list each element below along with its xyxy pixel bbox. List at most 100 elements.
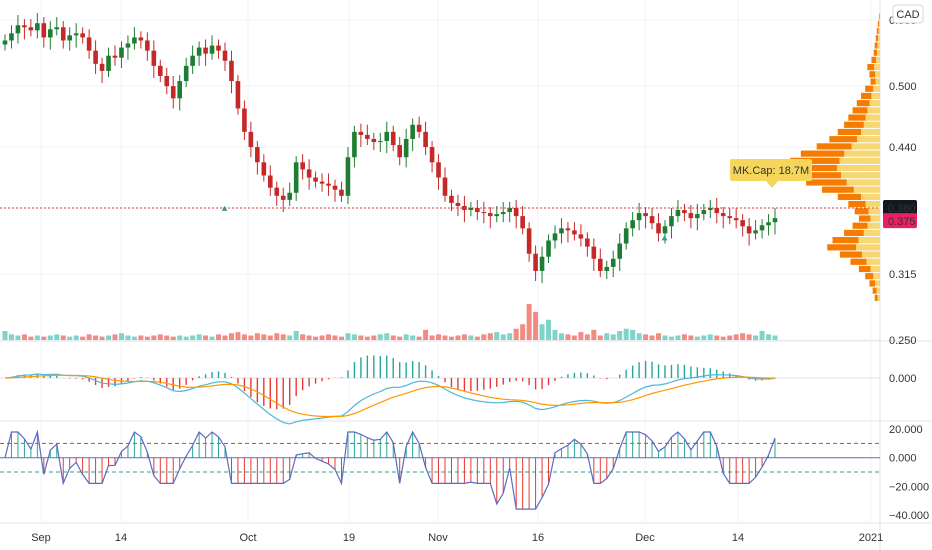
candle <box>500 212 506 215</box>
volume-profile-bar <box>875 78 880 85</box>
volume-bar <box>668 336 674 340</box>
candle <box>475 208 480 213</box>
volume-profile-bar <box>877 20 880 27</box>
candle <box>656 223 661 234</box>
volume-profile-bar <box>875 71 880 78</box>
candle <box>28 27 34 31</box>
volume-bar <box>675 335 681 340</box>
volume-bar <box>222 335 228 340</box>
currency-button[interactable] <box>892 4 924 24</box>
candle <box>41 23 47 38</box>
volume-bar <box>358 335 364 340</box>
volume-bar <box>254 333 260 340</box>
volume-bar <box>643 334 649 340</box>
volume-profile-bar <box>867 222 880 229</box>
market-cap-bubble[interactable] <box>730 159 812 181</box>
volume-bar <box>759 331 765 340</box>
candle <box>164 76 170 87</box>
candle <box>688 213 694 219</box>
candle <box>630 220 635 229</box>
candle <box>423 131 428 148</box>
volume-bar <box>571 335 577 340</box>
volume-bar <box>746 334 752 340</box>
volume-bar <box>338 336 344 340</box>
volume-profile-bar <box>852 222 868 229</box>
candle <box>190 55 195 66</box>
volume-bar <box>326 334 332 340</box>
candle <box>235 81 241 109</box>
volume-bar <box>306 335 312 340</box>
volume-bar <box>681 334 687 340</box>
volume-bar <box>591 329 597 340</box>
volume-bar <box>714 335 720 340</box>
price-tick-label: 0.500 <box>889 81 917 93</box>
volume-bar <box>41 336 47 340</box>
volume-bar <box>377 334 383 340</box>
volume-bar <box>423 329 429 340</box>
volume-profile-bar <box>872 287 877 294</box>
volume-bar <box>170 336 176 340</box>
candle <box>720 213 726 217</box>
volume-bar <box>662 335 668 340</box>
time-axis-label: Nov <box>428 532 448 544</box>
candle <box>222 50 228 61</box>
volume-bar <box>267 335 273 340</box>
volume-profile-bar <box>875 280 880 287</box>
time-axis-label: 19 <box>343 532 355 544</box>
signal-marker <box>661 235 668 241</box>
candle <box>610 258 616 267</box>
volume-bar <box>280 334 286 340</box>
volume-profile-bar <box>867 107 880 114</box>
volume-profile-bar <box>876 287 880 294</box>
volume-profile-bar <box>841 172 880 179</box>
volume-bar <box>138 335 144 340</box>
volume-bar <box>520 324 526 340</box>
market-cap-label: MK.Cap: 18.7M <box>733 165 809 177</box>
candle <box>539 256 545 271</box>
oscillator-tick-label: 0.000 <box>889 453 917 465</box>
volume-profile-bar <box>861 251 880 258</box>
candle <box>513 208 519 217</box>
candle <box>274 187 280 196</box>
candle <box>649 216 655 224</box>
volume-profile-bar <box>874 294 878 301</box>
candle <box>526 228 532 254</box>
volume-profile-bar <box>821 186 854 193</box>
volume-bar <box>565 334 571 340</box>
candle <box>546 240 551 257</box>
volume-profile-bar <box>870 78 876 85</box>
candle <box>384 131 390 141</box>
candle <box>623 228 629 244</box>
volume-bar <box>397 336 403 340</box>
volume-profile-bar <box>870 215 880 222</box>
volume-bar <box>455 335 461 340</box>
candle <box>132 37 137 44</box>
volume-profile-bar <box>857 136 880 143</box>
candle <box>585 238 590 247</box>
candle <box>695 214 700 219</box>
volume-profile-bar <box>875 35 879 42</box>
candle <box>604 266 610 271</box>
candle <box>54 27 60 30</box>
candle <box>669 216 674 227</box>
candle <box>682 210 687 214</box>
volume-bar <box>474 336 480 340</box>
volume-bar <box>287 335 293 340</box>
volume-profile-bar <box>848 114 866 121</box>
volume-profile-bar <box>878 35 880 42</box>
volume-profile-bar <box>868 208 880 215</box>
volume-bar <box>274 333 280 340</box>
volume-bar <box>623 328 629 340</box>
candle <box>35 23 40 31</box>
volume-bar <box>656 333 662 340</box>
candle <box>319 181 325 184</box>
volume-bar <box>319 335 325 340</box>
candle <box>753 230 758 234</box>
candle <box>22 25 27 28</box>
candle <box>365 134 370 139</box>
volume-bar <box>546 319 552 340</box>
volume-bar <box>2 331 8 340</box>
volume-bar <box>54 334 60 340</box>
volume-profile-bar <box>865 85 874 92</box>
